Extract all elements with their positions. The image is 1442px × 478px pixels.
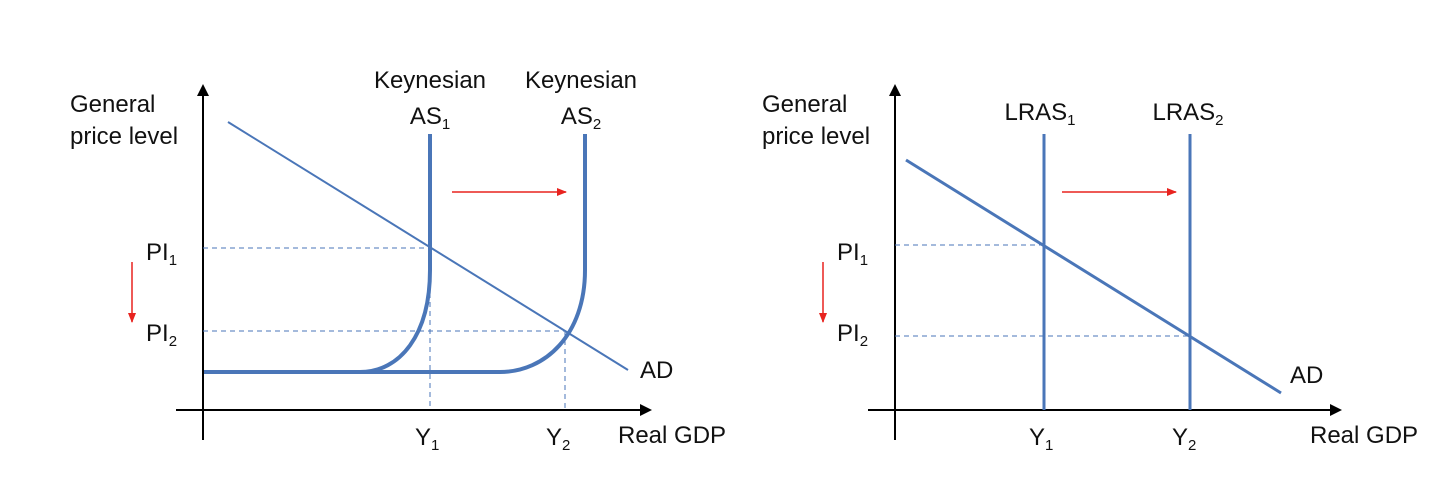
right-lras1-label: LRAS1 [1004, 99, 1075, 129]
left-as1-label-line1: Keynesian [374, 67, 486, 94]
left-ad-label: AD [640, 357, 673, 384]
left-x-axis-label: Real GDP [618, 422, 726, 449]
left-pl2-label: PI2 [146, 320, 177, 350]
right-lras2-label: LRAS2 [1152, 99, 1223, 129]
left-y1-label: Y1 [415, 424, 439, 454]
right-y-axis-label-2: price level [762, 123, 870, 150]
right-y1-label: Y1 [1029, 424, 1053, 454]
right-pl2-label: PI2 [837, 320, 868, 350]
left-y2-label: Y2 [546, 424, 570, 454]
left-as1-curve [204, 134, 432, 374]
left-y-axis-label-2: price level [70, 123, 178, 150]
right-y-axis-label: General [762, 91, 847, 118]
right-x-axis-label: Real GDP [1310, 422, 1418, 449]
right-pl1-label: PI1 [837, 239, 868, 269]
right-ad-label: AD [1290, 362, 1323, 389]
left-y-axis-label: General [70, 91, 155, 118]
right-diagram: General price level LRAS1 LRAS2 PI1 PI2 … [762, 84, 1418, 454]
right-y2-label: Y2 [1172, 424, 1196, 454]
right-ad-curve [905, 158, 1282, 395]
left-as1-label: AS1 [410, 103, 450, 133]
left-as2-label-line1: Keynesian [525, 67, 637, 94]
left-pl1-label: PI1 [146, 239, 177, 269]
left-diagram: General price level Keynesian AS1 Keynes… [70, 67, 726, 454]
left-as2-curve [204, 134, 587, 374]
left-as2-label: AS2 [561, 103, 601, 133]
